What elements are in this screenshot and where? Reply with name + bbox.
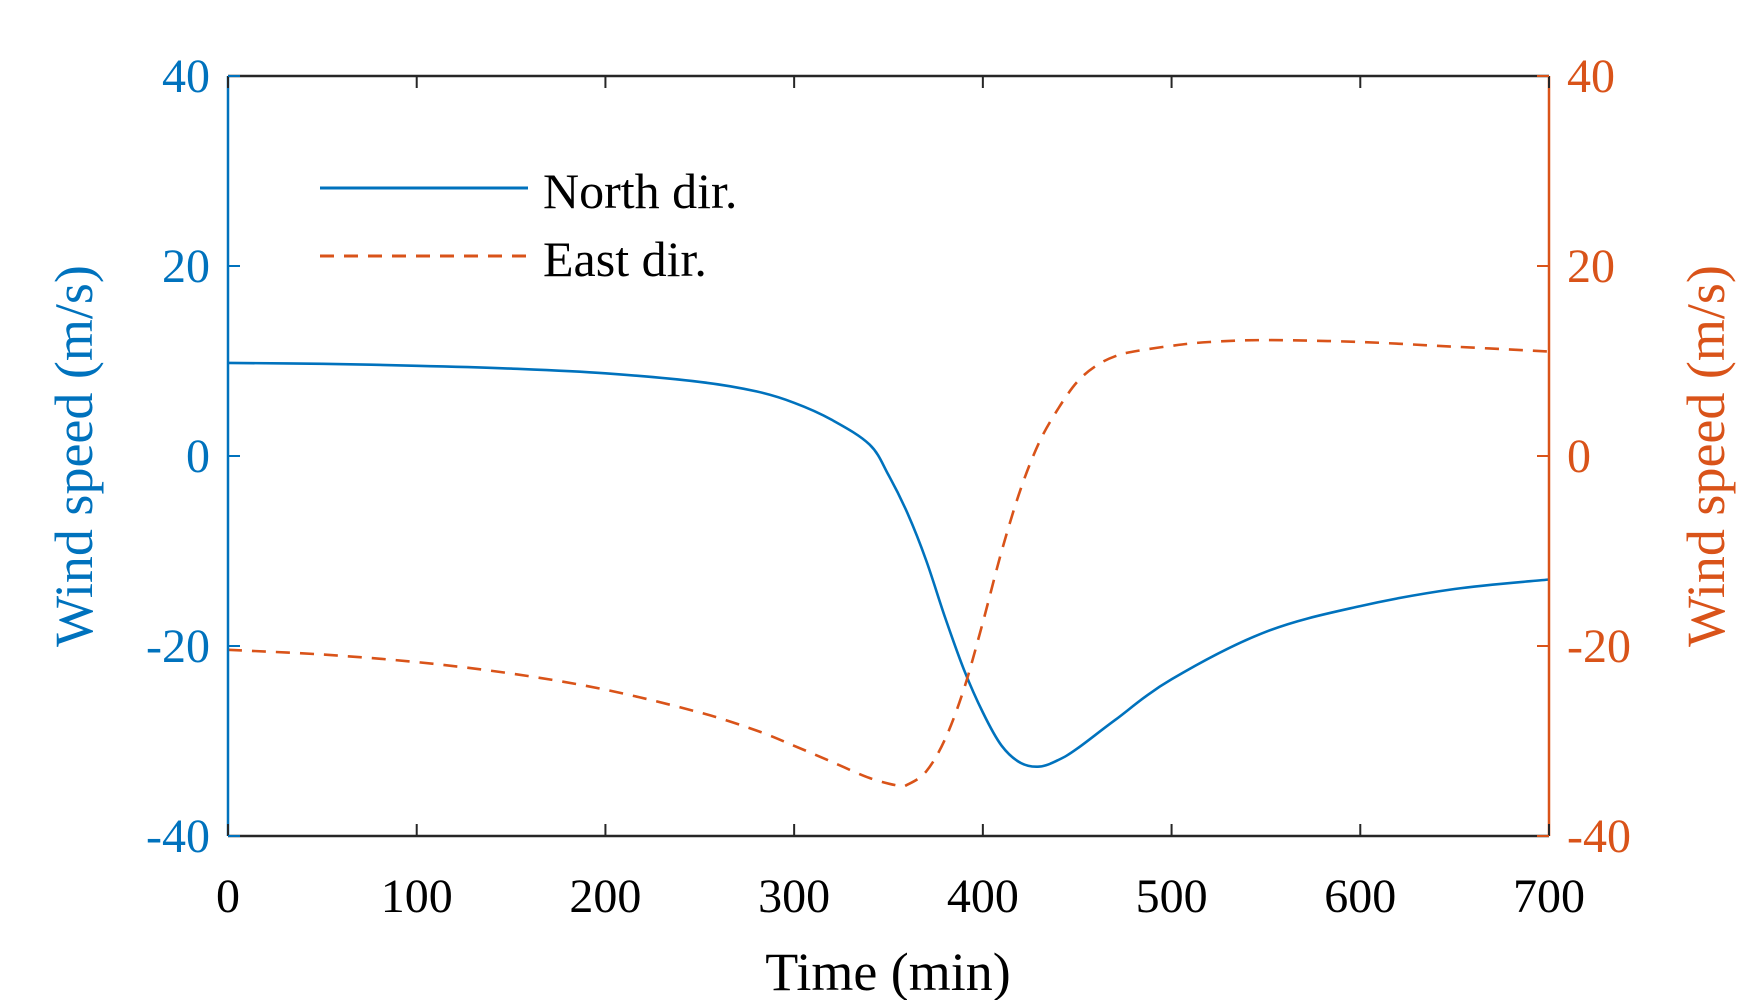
y-tick-label-right: 20 <box>1567 240 1615 293</box>
legend-label-east: East dir. <box>543 231 707 287</box>
y-tick-label-right: 0 <box>1567 430 1591 483</box>
series-line-north <box>227 361 1550 769</box>
x-tick-label: 200 <box>569 870 641 923</box>
x-tick-label: 600 <box>1324 870 1396 923</box>
y-tick-label-left: -40 <box>146 810 210 863</box>
x-tick-label: 700 <box>1513 870 1585 923</box>
y-tick-label-right: 40 <box>1567 50 1615 103</box>
y-tick-label-right: -40 <box>1567 810 1631 863</box>
y-tick-label-left: 20 <box>162 240 210 293</box>
y-tick-label-left: -20 <box>146 620 210 673</box>
x-tick-label: 500 <box>1136 870 1208 923</box>
x-tick-label: 100 <box>381 870 453 923</box>
series-line-east <box>227 338 1550 788</box>
y-tick-label-left: 0 <box>186 430 210 483</box>
legend-label-north: North dir. <box>543 163 737 219</box>
plot-area <box>228 76 1549 836</box>
x-tick-label: 0 <box>216 870 240 923</box>
x-tick-label: 400 <box>947 870 1019 923</box>
x-axis-label: Time (min) <box>765 942 1011 1000</box>
legend: North dir. East dir. <box>320 163 737 287</box>
y-axis-label-right: Wind speed (m/s) <box>1676 265 1736 647</box>
y-tick-label-left: 40 <box>162 50 210 103</box>
y-tick-label-right: -20 <box>1567 620 1631 673</box>
series-layer <box>227 338 1550 788</box>
y-axis-label-left: Wind speed (m/s) <box>44 265 104 647</box>
x-tick-label: 300 <box>758 870 830 923</box>
ticks-layer: 0 100 200 300 400 500 600 70040200-20-4040200-2… <box>146 50 1631 923</box>
